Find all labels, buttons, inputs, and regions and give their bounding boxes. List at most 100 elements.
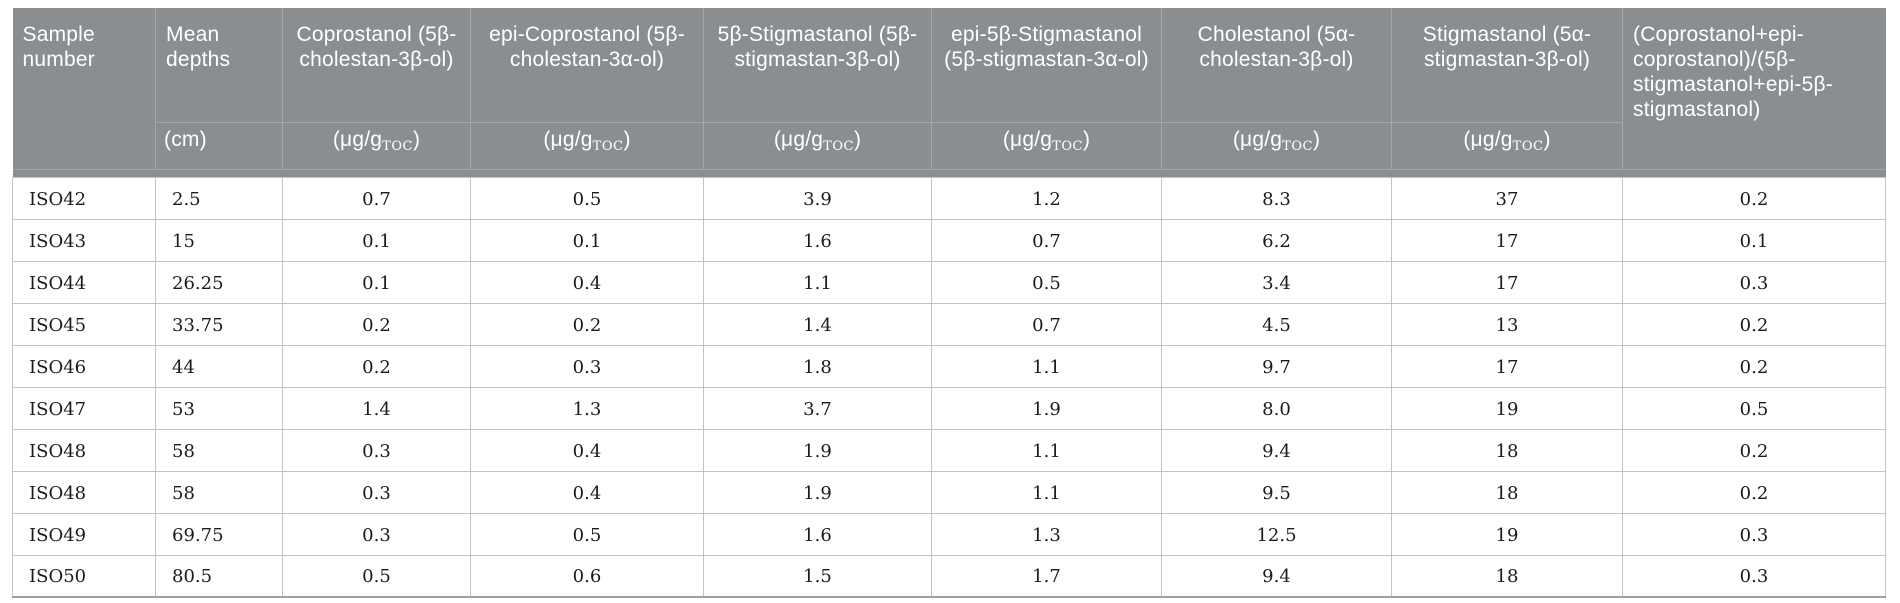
unit-post: ) <box>1082 127 1091 151</box>
cell-epi-5b-stigmastanol: 1.1 <box>931 344 1162 388</box>
column-header-5b-stigmastanol: 5β-Stigmastanol (5β-stigmastan-3β-ol) <box>703 8 932 123</box>
cell-coprostanol-ratio: 0.2 <box>1622 470 1886 514</box>
unit-pre: (μg/g <box>1463 127 1513 151</box>
unit-cell-mean-depths: (cm) <box>155 122 283 169</box>
header-strip-row <box>12 168 1886 177</box>
cell-stigmastanol: 37 <box>1391 176 1623 220</box>
cell-5b-stigmastanol: 1.9 <box>703 428 932 472</box>
table-row: ISO42 2.5 0.7 0.5 3.9 1.2 8.3 37 0.2 <box>12 176 1886 220</box>
cell-cholestanol: 9.4 <box>1161 428 1392 472</box>
cell-coprostanol: 0.2 <box>282 344 471 388</box>
unit-pre: (μg/g <box>1002 127 1053 151</box>
column-header-mean-depths: Mean depths <box>155 8 283 123</box>
cell-cholestanol: 8.0 <box>1161 386 1392 430</box>
table-row: ISO44 26.25 0.1 0.4 1.1 0.5 3.4 17 0.3 <box>12 260 1886 304</box>
table-body: ISO42 2.5 0.7 0.5 3.9 1.2 8.3 37 0.2 ISO43 15 0.1 0.… <box>12 176 1886 598</box>
cell-sample-number: ISO46 <box>12 344 156 388</box>
cell-5b-stigmastanol: 1.6 <box>703 218 932 262</box>
unit-cell-epi-coprostanol: (μg/gTOC) <box>470 122 704 169</box>
unit-cell-coprostanol: (μg/gTOC) <box>282 122 471 169</box>
unit-sub: TOC <box>382 138 413 154</box>
table-row: ISO49 69.75 0.3 0.5 1.6 1.3 12.5 19 0.3 <box>12 512 1886 556</box>
cell-mean-depths: 15 <box>155 218 283 262</box>
cell-epi-coprostanol: 0.4 <box>470 470 704 514</box>
cell-stigmastanol: 18 <box>1391 428 1623 472</box>
unit-post: ) <box>1543 127 1551 151</box>
cell-epi-5b-stigmastanol: 1.2 <box>931 176 1162 220</box>
cell-5b-stigmastanol: 3.7 <box>703 386 932 430</box>
cell-coprostanol: 1.4 <box>282 386 471 430</box>
cell-cholestanol: 9.5 <box>1161 470 1392 514</box>
cell-epi-coprostanol: 0.4 <box>470 428 704 472</box>
cell-cholestanol: 12.5 <box>1161 512 1392 556</box>
cell-coprostanol: 0.3 <box>282 470 471 514</box>
cell-epi-5b-stigmastanol: 0.7 <box>931 302 1162 346</box>
column-header-sample-number: Sample number <box>12 8 156 169</box>
column-header-stigmastanol: Stigmastanol (5α-stigmastan-3β-ol) <box>1391 8 1623 123</box>
header-bottom-strip <box>12 168 1886 177</box>
cell-coprostanol-ratio: 0.2 <box>1622 176 1886 220</box>
cell-mean-depths: 69.75 <box>155 512 283 556</box>
cell-sample-number: ISO43 <box>12 218 156 262</box>
unit-post: ) <box>412 127 421 151</box>
unit-sub: TOC <box>592 138 624 154</box>
column-header-cholestanol: Cholestanol (5α-cholestan-3β-ol) <box>1161 8 1392 123</box>
table-row: ISO43 15 0.1 0.1 1.6 0.7 6.2 17 0.1 <box>12 218 1886 262</box>
cell-stigmastanol: 19 <box>1391 386 1623 430</box>
unit-post: ) <box>623 127 631 151</box>
unit-cell-5b-stigmastanol: (μg/gTOC) <box>703 122 932 169</box>
cell-mean-depths: 2.5 <box>155 176 283 220</box>
cell-cholestanol: 6.2 <box>1161 218 1392 262</box>
cell-coprostanol-ratio: 0.2 <box>1622 428 1886 472</box>
cell-coprostanol-ratio: 0.1 <box>1622 218 1886 262</box>
cell-stigmastanol: 17 <box>1391 344 1623 388</box>
cell-epi-coprostanol: 0.2 <box>470 302 704 346</box>
table-row: ISO48 58 0.3 0.4 1.9 1.1 9.5 18 0.2 <box>12 470 1886 514</box>
cell-epi-5b-stigmastanol: 1.1 <box>931 428 1162 472</box>
cell-coprostanol-ratio: 0.2 <box>1622 302 1886 346</box>
cell-epi-coprostanol: 0.4 <box>470 260 704 304</box>
cell-epi-coprostanol: 0.3 <box>470 344 704 388</box>
cell-stigmastanol: 18 <box>1391 470 1623 514</box>
cell-cholestanol: 8.3 <box>1161 176 1392 220</box>
cell-5b-stigmastanol: 1.6 <box>703 512 932 556</box>
header-title-row: Sample number Mean depths Coprostanol (5β-… <box>12 8 1886 169</box>
cell-epi-5b-stigmastanol: 1.9 <box>931 386 1162 430</box>
cell-mean-depths: 26.25 <box>155 260 283 304</box>
cell-epi-coprostanol: 0.1 <box>470 218 704 262</box>
cell-cholestanol: 9.7 <box>1161 344 1392 388</box>
unit-post: ) <box>853 127 862 151</box>
cell-stigmastanol: 17 <box>1391 260 1623 304</box>
cell-coprostanol: 0.5 <box>282 554 471 598</box>
cell-cholestanol: 4.5 <box>1161 302 1392 346</box>
cell-coprostanol: 0.1 <box>282 260 471 304</box>
cell-epi-coprostanol: 0.5 <box>470 512 704 556</box>
cell-coprostanol-ratio: 0.5 <box>1622 386 1886 430</box>
cell-cholestanol: 3.4 <box>1161 260 1392 304</box>
cell-coprostanol-ratio: 0.2 <box>1622 344 1886 388</box>
unit-cell-epi-5b-stigmastanol: (μg/gTOC) <box>931 122 1162 169</box>
column-header-epi-coprostanol: epi-Coprostanol (5β-cholestan-3α-ol) <box>470 8 704 123</box>
cell-5b-stigmastanol: 1.1 <box>703 260 932 304</box>
cell-epi-coprostanol: 0.5 <box>470 176 704 220</box>
cell-sample-number: ISO48 <box>12 428 156 472</box>
cell-5b-stigmastanol: 3.9 <box>703 176 932 220</box>
cell-coprostanol-ratio: 0.3 <box>1622 512 1886 556</box>
table-row: ISO45 33.75 0.2 0.2 1.4 0.7 4.5 13 0.2 <box>12 302 1886 346</box>
cell-sample-number: ISO47 <box>12 386 156 430</box>
unit-pre: (μg/g <box>1232 127 1283 151</box>
unit-pre: (μg/g <box>543 127 593 151</box>
cell-cholestanol: 9.4 <box>1161 554 1392 598</box>
cell-sample-number: ISO49 <box>12 512 156 556</box>
column-header-coprostanol: Coprostanol (5β-cholestan-3β-ol) <box>282 8 471 123</box>
cell-mean-depths: 44 <box>155 344 283 388</box>
cell-coprostanol: 0.1 <box>282 218 471 262</box>
header-unit-row: (cm) (μg/gTOC) (μg/gTOC) (μg/gTOC) (μg/gTOC)… <box>13 122 1886 169</box>
cell-coprostanol: 0.3 <box>282 512 471 556</box>
cell-coprostanol-ratio: 0.3 <box>1622 554 1886 598</box>
cell-mean-depths: 53 <box>155 386 283 430</box>
table-row: ISO46 44 0.2 0.3 1.8 1.1 9.7 17 0.2 <box>12 344 1886 388</box>
cell-mean-depths: 58 <box>155 470 283 514</box>
cell-epi-5b-stigmastanol: 1.1 <box>931 470 1162 514</box>
